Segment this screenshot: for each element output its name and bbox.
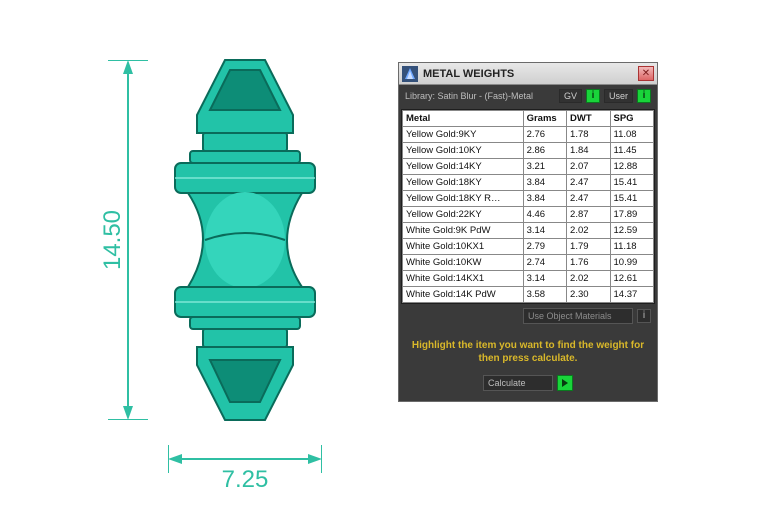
cell-metal: Yellow Gold:10KY <box>403 143 524 159</box>
col-dwt[interactable]: DWT <box>567 111 610 127</box>
cell-metal: Yellow Gold:14KY <box>403 159 524 175</box>
cell-metal: Yellow Gold:18KY <box>403 175 524 191</box>
table-row[interactable]: Yellow Gold:22KY4.462.8717.89 <box>403 207 654 223</box>
cell-dwt: 1.84 <box>567 143 610 159</box>
cell-grams: 2.86 <box>523 143 566 159</box>
cell-spg: 11.18 <box>610 239 654 255</box>
metals-table[interactable]: Metal Grams DWT SPG Yellow Gold:9KY2.761… <box>401 109 655 304</box>
table-row[interactable]: Yellow Gold:9KY2.761.7811.08 <box>403 127 654 143</box>
cell-metal: White Gold:10KX1 <box>403 239 524 255</box>
cell-spg: 15.41 <box>610 191 654 207</box>
cell-dwt: 2.47 <box>567 175 610 191</box>
materials-info-icon[interactable]: i <box>637 309 651 323</box>
table-row[interactable]: White Gold:14K PdW3.582.3014.37 <box>403 287 654 303</box>
app-logo-icon <box>402 66 418 82</box>
cell-spg: 14.37 <box>610 287 654 303</box>
cell-metal: Yellow Gold:22KY <box>403 207 524 223</box>
cell-grams: 3.58 <box>523 287 566 303</box>
cell-metal: White Gold:14KX1 <box>403 271 524 287</box>
cell-grams: 3.84 <box>523 175 566 191</box>
window-title: METAL WEIGHTS <box>423 68 638 80</box>
cell-dwt: 1.76 <box>567 255 610 271</box>
cell-spg: 11.45 <box>610 143 654 159</box>
cell-grams: 3.84 <box>523 191 566 207</box>
cell-dwt: 2.07 <box>567 159 610 175</box>
cell-metal: Yellow Gold:18KY R… <box>403 191 524 207</box>
cell-metal: White Gold:10KW <box>403 255 524 271</box>
library-row: Library: Satin Blur - (Fast)-Metal GV i … <box>399 85 657 109</box>
cell-spg: 11.08 <box>610 127 654 143</box>
cell-dwt: 1.79 <box>567 239 610 255</box>
cell-metal: White Gold:14K PdW <box>403 287 524 303</box>
gv-button[interactable]: GV <box>559 89 582 103</box>
gv-info-icon[interactable]: i <box>586 89 600 103</box>
cell-grams: 3.14 <box>523 223 566 239</box>
part-illustration <box>170 60 320 420</box>
titlebar[interactable]: METAL WEIGHTS ✕ <box>399 63 657 85</box>
cell-dwt: 1.78 <box>567 127 610 143</box>
technical-drawing: 14.50 7.25 <box>80 50 360 480</box>
metal-weights-window: METAL WEIGHTS ✕ Library: Satin Blur - (F… <box>398 62 658 402</box>
cell-grams: 3.21 <box>523 159 566 175</box>
run-icon[interactable] <box>557 375 573 391</box>
cell-metal: Yellow Gold:9KY <box>403 127 524 143</box>
table-row[interactable]: White Gold:10KW2.741.7610.99 <box>403 255 654 271</box>
cell-spg: 17.89 <box>610 207 654 223</box>
cell-metal: White Gold:9K PdW <box>403 223 524 239</box>
table-row[interactable]: White Gold:10KX12.791.7911.18 <box>403 239 654 255</box>
dimension-width-label: 7.25 <box>222 466 269 493</box>
user-button[interactable]: User <box>604 89 633 103</box>
calculate-button[interactable]: Calculate <box>483 375 553 391</box>
materials-field[interactable]: Use Object Materials <box>523 308 633 324</box>
cell-grams: 2.76 <box>523 127 566 143</box>
close-button[interactable]: ✕ <box>638 66 654 81</box>
table-row[interactable]: White Gold:14KX13.142.0212.61 <box>403 271 654 287</box>
cell-grams: 2.74 <box>523 255 566 271</box>
table-row[interactable]: White Gold:9K PdW3.142.0212.59 <box>403 223 654 239</box>
dimension-height-label: 14.50 <box>100 210 126 270</box>
table-header-row: Metal Grams DWT SPG <box>403 111 654 127</box>
col-metal[interactable]: Metal <box>403 111 524 127</box>
table-row[interactable]: Yellow Gold:18KY3.842.4715.41 <box>403 175 654 191</box>
dimension-vertical: 14.50 <box>100 60 150 420</box>
cell-dwt: 2.87 <box>567 207 610 223</box>
library-label: Library: Satin Blur - (Fast)-Metal <box>405 91 555 101</box>
hint-text: Highlight the item you want to find the … <box>409 340 647 365</box>
cell-spg: 15.41 <box>610 175 654 191</box>
dimension-horizontal: 7.25 <box>168 445 322 485</box>
cell-dwt: 2.30 <box>567 287 610 303</box>
cell-dwt: 2.02 <box>567 271 610 287</box>
table-row[interactable]: Yellow Gold:18KY R…3.842.4715.41 <box>403 191 654 207</box>
table-row[interactable]: Yellow Gold:10KY2.861.8411.45 <box>403 143 654 159</box>
cell-dwt: 2.47 <box>567 191 610 207</box>
cell-spg: 12.59 <box>610 223 654 239</box>
table-row[interactable]: Yellow Gold:14KY3.212.0712.88 <box>403 159 654 175</box>
cell-grams: 4.46 <box>523 207 566 223</box>
cell-dwt: 2.02 <box>567 223 610 239</box>
cell-spg: 12.61 <box>610 271 654 287</box>
cell-spg: 12.88 <box>610 159 654 175</box>
col-grams[interactable]: Grams <box>523 111 566 127</box>
cell-grams: 3.14 <box>523 271 566 287</box>
user-info-icon[interactable]: i <box>637 89 651 103</box>
cell-spg: 10.99 <box>610 255 654 271</box>
col-spg[interactable]: SPG <box>610 111 654 127</box>
cell-grams: 2.79 <box>523 239 566 255</box>
